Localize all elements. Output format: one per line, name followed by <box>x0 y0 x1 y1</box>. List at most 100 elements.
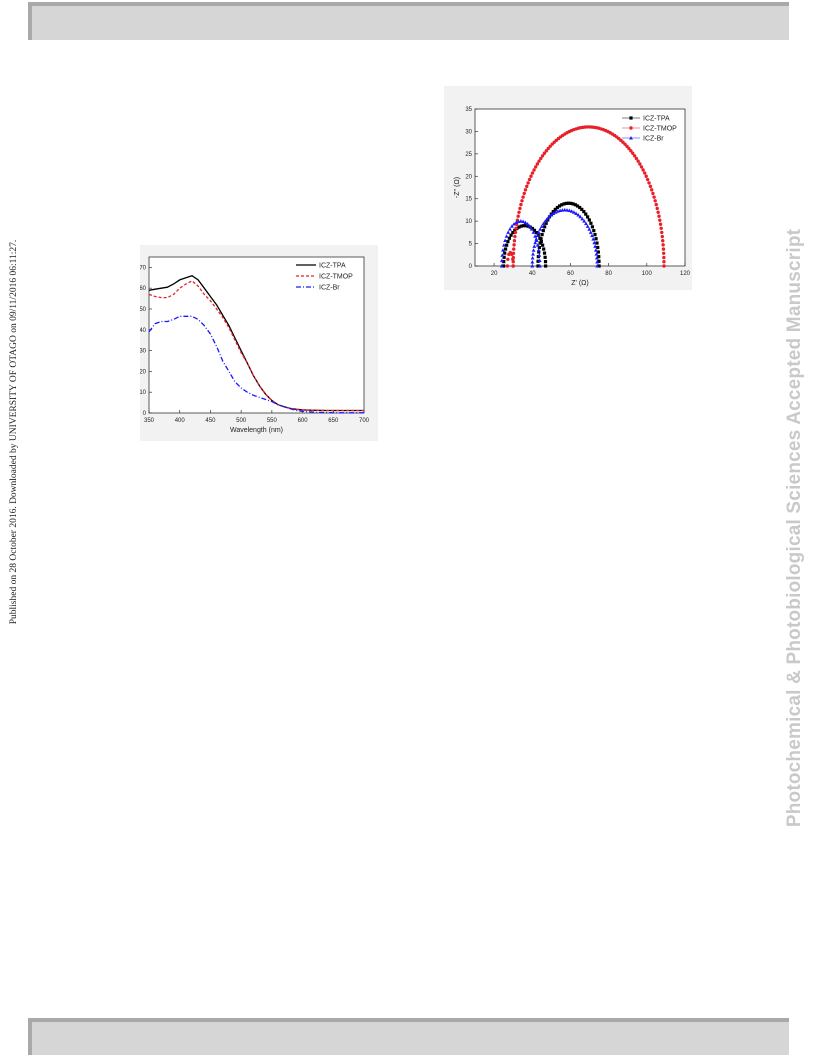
data-point-icz-br <box>580 216 585 221</box>
data-point-icz-br <box>595 264 600 268</box>
data-point-icz-tmop <box>638 162 642 166</box>
header-band <box>28 2 789 40</box>
x-tick-label: 80 <box>605 271 612 277</box>
data-point-icz-tmop <box>658 222 663 226</box>
data-point-icz-tpa <box>517 225 521 229</box>
journal-watermark-text: Photochemical & Photobiological Sciences… <box>784 228 805 828</box>
y-tick-label: 5 <box>469 242 473 248</box>
data-point-icz-br <box>530 256 535 260</box>
data-point-icz-tpa <box>503 251 507 255</box>
ipce-chart: 350 400 450 500 550 600 650 700 0 10 20 30 40 50 60 70 W… <box>140 256 370 434</box>
data-point-icz-tmop <box>533 165 538 169</box>
y-tick-label: 0 <box>143 411 147 417</box>
data-point-icz-tpa <box>590 225 595 229</box>
data-point-icz-tmop <box>530 171 535 175</box>
data-point-icz-br <box>500 253 505 257</box>
data-point-icz-br <box>584 221 588 226</box>
data-point-icz-br <box>538 264 542 268</box>
data-point-icz-br <box>514 220 519 224</box>
data-point-icz-tmop <box>526 181 530 185</box>
data-point-icz-tmop <box>512 247 516 251</box>
data-point-icz-tpa <box>578 205 582 210</box>
data-point-icz-br <box>531 252 535 256</box>
data-point-icz-tmop <box>518 206 522 211</box>
data-point-icz-br <box>595 259 599 264</box>
data-point-icz-br <box>549 212 554 217</box>
data-point-icz-tmop <box>649 188 654 192</box>
data-point-icz-tmop <box>642 171 647 175</box>
data-point-icz-tpa <box>564 201 568 205</box>
data-point-icz-tpa <box>543 225 547 229</box>
data-point-icz-tmop <box>658 218 662 222</box>
data-point-icz-br <box>536 248 541 252</box>
series-line-icz-br <box>148 315 364 414</box>
data-point-icz-tmop <box>634 156 639 161</box>
plot-frame <box>148 256 365 414</box>
y-tick-label: 25 <box>465 152 472 158</box>
data-point-icz-tmop <box>513 230 518 235</box>
data-point-icz-br <box>535 233 540 238</box>
y-axis-label: -Z'' (Ω) <box>454 177 461 198</box>
data-point-icz-tpa <box>524 224 528 228</box>
data-point-icz-tpa <box>544 221 548 225</box>
data-point-icz-tpa <box>507 236 511 240</box>
data-point-icz-tpa <box>566 201 571 205</box>
data-point-icz-tpa <box>502 255 506 259</box>
data-point-icz-tpa <box>585 215 590 219</box>
data-point-icz-br <box>504 234 509 238</box>
data-point-icz-tpa <box>538 241 542 245</box>
footer-band <box>28 1018 789 1055</box>
data-point-icz-tmop <box>662 264 666 268</box>
data-point-icz-tmop <box>535 162 540 166</box>
data-point-icz-tmop <box>521 195 525 199</box>
data-point-icz-br <box>499 264 504 268</box>
data-point-icz-br <box>585 224 590 228</box>
data-point-icz-br <box>536 230 541 234</box>
data-point-icz-tmop <box>516 214 520 218</box>
data-point-icz-br <box>551 211 556 215</box>
data-point-icz-tmop <box>506 257 510 261</box>
data-point-icz-tmop <box>512 238 517 243</box>
data-point-icz-tmop <box>542 151 547 155</box>
data-point-icz-tpa <box>519 224 523 228</box>
data-point-icz-br <box>553 210 558 214</box>
nyquist-figure: 20 40 60 80 100 120 0 5 10 15 20 25 30 35 Z' (Ω) -Z'' (… <box>444 86 692 290</box>
data-point-icz-tmop <box>647 181 651 185</box>
data-point-icz-br <box>530 259 535 264</box>
data-point-icz-br <box>571 210 576 214</box>
data-point-icz-tmop <box>636 159 640 163</box>
data-point-icz-tmop <box>661 238 665 243</box>
data-point-icz-br <box>502 243 506 247</box>
data-point-icz-tpa <box>502 264 506 268</box>
data-point-icz-br <box>523 220 528 224</box>
data-point-icz-tpa <box>542 247 546 251</box>
data-point-icz-br <box>503 238 508 243</box>
data-point-icz-br <box>576 212 581 217</box>
data-point-icz-br <box>590 233 594 238</box>
data-point-icz-tmop <box>523 188 528 192</box>
data-point-icz-tmop <box>519 202 523 207</box>
data-point-icz-tpa <box>597 255 601 259</box>
data-point-icz-tpa <box>505 243 509 247</box>
y-tick-label: 20 <box>140 369 147 375</box>
data-point-icz-br <box>533 240 538 245</box>
y-tick-label: 10 <box>465 219 472 225</box>
x-tick-label: 500 <box>236 418 247 424</box>
data-point-icz-br <box>537 253 542 257</box>
data-point-icz-tpa <box>513 228 517 232</box>
data-point-icz-tpa <box>536 259 540 263</box>
data-point-icz-tpa <box>503 247 508 251</box>
data-point-icz-br <box>499 258 504 263</box>
y-tick-label: 10 <box>140 390 147 396</box>
data-point-icz-tmop <box>641 168 645 172</box>
data-point-icz-tpa <box>596 250 600 254</box>
publication-note-text: Published on 28 October 2016. Downloaded… <box>9 239 19 625</box>
data-point-icz-br <box>534 237 539 241</box>
y-tick-label: 30 <box>465 129 472 135</box>
data-point-icz-tmop <box>651 191 655 196</box>
data-point-icz-tmop <box>656 210 660 214</box>
data-point-icz-br <box>541 221 546 226</box>
data-point-icz-tpa <box>557 204 562 208</box>
data-point-icz-tmop <box>511 255 516 260</box>
data-point-icz-tpa <box>596 245 600 250</box>
